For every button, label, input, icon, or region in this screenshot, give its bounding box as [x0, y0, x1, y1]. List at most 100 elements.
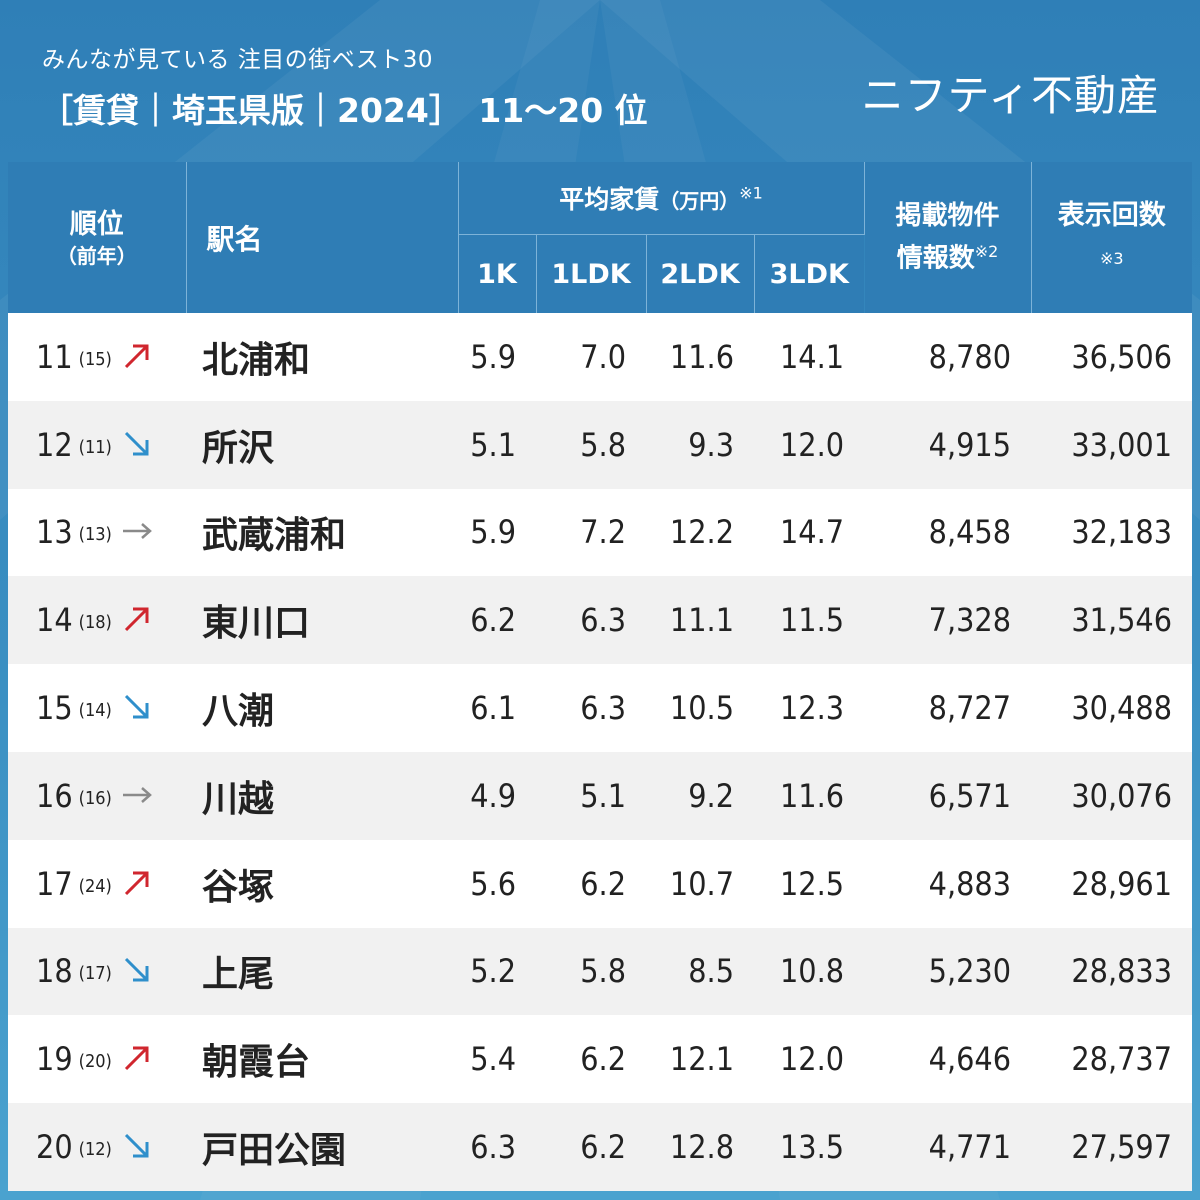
rent-1k: 5.4: [458, 1015, 536, 1104]
station-name: 戸田公園: [186, 1103, 458, 1191]
header-listings: 掲載物件 情報数※2: [864, 162, 1032, 313]
previous-rank: (18): [78, 612, 112, 634]
station-name: 八潮: [186, 664, 458, 752]
rent-3ldk: 12.0: [754, 400, 865, 489]
rank-number: 18: [36, 952, 73, 991]
rent-1ldk: 5.8: [536, 927, 646, 1016]
listings-count: 5,230: [864, 927, 1032, 1016]
station-name: 朝霞台: [186, 1015, 458, 1104]
header-2ldk: 2LDK: [646, 234, 755, 313]
rent-2ldk: 11.1: [646, 576, 754, 665]
rent-3ldk: 12.3: [754, 664, 865, 752]
table-row: 12 (11) 所沢 5.1 5.8 9.3 12.0 4,915 33,001: [8, 400, 1193, 489]
rank-cell: 19 (20): [8, 1015, 186, 1104]
rent-3ldk: 10.8: [754, 927, 865, 1016]
trend-down-arrow-icon: [124, 958, 149, 982]
table-row: 18 (17) 上尾 5.2 5.8 8.5 10.8 5,230 28,833: [8, 927, 1193, 1016]
trend-down-arrow-icon: [124, 431, 149, 456]
header-listings-line1: 掲載物件: [895, 201, 1000, 232]
rent-1ldk: 6.2: [536, 1103, 646, 1191]
table-row: 15 (14) 八潮 6.1 6.3 10.5 12.3 8,727 30,488: [8, 664, 1193, 752]
header-subtitle: みんなが見ている 注目の街ベスト30: [42, 47, 434, 73]
rank-cell: 13 (13): [8, 488, 186, 577]
views-count: 27,597: [1031, 1103, 1193, 1191]
header-rent-label: 平均家賃: [559, 185, 660, 214]
rent-2ldk: 9.2: [646, 751, 754, 840]
rank-cell: 12 (11): [8, 400, 186, 489]
station-name: 谷塚: [186, 839, 458, 928]
rent-2ldk: 10.5: [646, 664, 754, 752]
rent-1k: 5.9: [458, 488, 536, 577]
rank-number: 15: [36, 689, 73, 728]
views-count: 30,076: [1031, 751, 1193, 840]
listings-count: 7,328: [864, 576, 1032, 665]
rank-cell: 15 (14): [8, 664, 186, 752]
trend-up-arrow-icon: [124, 344, 149, 368]
listings-count: 4,771: [864, 1103, 1032, 1191]
rank-cell: 20 (12): [8, 1103, 186, 1191]
header-rank-label: 順位: [69, 208, 124, 240]
rank-cell: 17 (24): [8, 839, 186, 928]
rent-1k: 4.9: [458, 751, 536, 840]
rank-number: 14: [36, 601, 73, 640]
rank-number: 20: [36, 1128, 73, 1167]
views-count: 31,546: [1031, 576, 1193, 665]
header-listings-note: ※2: [974, 242, 999, 262]
header-views-label: 表示回数: [1057, 200, 1166, 231]
rent-2ldk: 11.6: [646, 313, 754, 401]
rank-cell: 14 (18): [8, 576, 186, 665]
previous-rank: (12): [78, 1139, 112, 1161]
station-name: 武蔵浦和: [186, 488, 458, 577]
rent-1k: 6.1: [458, 664, 536, 752]
previous-rank: (17): [78, 963, 112, 985]
listings-count: 6,571: [864, 751, 1032, 840]
header-views: 表示回数 ※3: [1031, 162, 1193, 313]
table-row: 14 (18) 東川口 6.2 6.3 11.1 11.5 7,328 31,546: [8, 576, 1193, 665]
header-rank: 順位 （前年）: [8, 162, 187, 313]
station-name: 上尾: [186, 927, 458, 1016]
views-count: 36,506: [1031, 313, 1193, 401]
rent-2ldk: 10.7: [646, 839, 754, 928]
rent-2ldk: 12.1: [646, 1015, 754, 1104]
trend-up-arrow-icon: [124, 607, 149, 632]
trend-same-arrow-icon: [122, 523, 152, 540]
rent-1ldk: 5.8: [536, 400, 646, 489]
header-rent-unit: （万円）: [659, 189, 740, 213]
rent-1k: 5.2: [458, 927, 536, 1016]
rent-1k: 5.6: [458, 839, 536, 928]
rent-1ldk: 7.2: [536, 488, 646, 577]
brand-logo: ニフティ不動産: [861, 71, 1160, 120]
rank-number: 19: [36, 1040, 73, 1079]
header-listings-line2: 情報数: [896, 243, 975, 274]
table-row: 11 (15) 北浦和 5.9 7.0 11.6 14.1 8,780 36,506: [8, 313, 1193, 401]
rent-2ldk: 12.2: [646, 488, 754, 577]
trend-same-arrow-icon: [122, 786, 152, 803]
views-count: 28,737: [1031, 1015, 1193, 1104]
header-1k: 1K: [458, 234, 537, 313]
previous-rank: (11): [78, 436, 112, 458]
table-row: 20 (12) 戸田公園 6.3 6.2 12.8 13.5 4,771 27,597: [8, 1103, 1193, 1191]
trend-down-arrow-icon: [124, 1134, 149, 1158]
header-views-note: ※3: [1100, 249, 1124, 268]
header-rent-note: ※1: [739, 183, 763, 203]
station-name: 北浦和: [186, 313, 458, 401]
rank-number: 13: [36, 513, 73, 552]
rent-3ldk: 12.0: [754, 1015, 865, 1104]
table-row: 19 (20) 朝霞台 5.4 6.2 12.1 12.0 4,646 28,737: [8, 1015, 1193, 1104]
rent-3ldk: 11.5: [754, 576, 865, 665]
header-1ldk: 1LDK: [536, 234, 647, 313]
listings-count: 8,727: [864, 664, 1032, 752]
views-count: 30,488: [1031, 664, 1193, 752]
previous-rank: (24): [78, 875, 112, 897]
station-name: 東川口: [186, 576, 458, 665]
ranking-table-container: 順位 （前年） 駅名 平均家賃（万円）※1 掲載物件 情報数※2 表示回数 ※3…: [8, 162, 1193, 1192]
rent-2ldk: 8.5: [646, 927, 754, 1016]
previous-rank: (14): [78, 700, 112, 722]
station-name: 川越: [186, 751, 458, 840]
views-count: 28,961: [1031, 839, 1193, 928]
rent-1ldk: 6.2: [536, 839, 646, 928]
previous-rank: (20): [78, 1051, 112, 1073]
previous-rank: (16): [78, 787, 112, 809]
rent-1ldk: 6.3: [536, 576, 646, 665]
rent-2ldk: 9.3: [646, 400, 754, 489]
